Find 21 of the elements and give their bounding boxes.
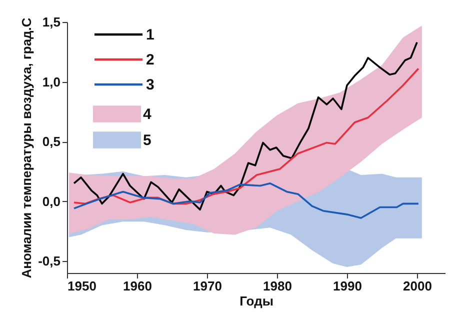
legend-label: 5 [143,132,152,149]
x-tick-label: 2000 [403,278,432,294]
line-series [73,41,418,211]
y-tick-label: 0,5 [42,134,60,150]
y-tick-label: 1,5 [42,14,60,30]
y-tick-label: -0,5 [38,254,60,269]
x-tick-label: 1960 [123,278,152,294]
x-tick-label: 1950 [68,278,96,294]
x-axis-title: Годы [240,294,274,308]
line-series [73,68,420,205]
y-tick-label: 1,0 [42,74,60,90]
line-series [73,182,420,219]
x-tick-label: 1980 [263,278,292,294]
x-tick-label: 1970 [193,278,222,294]
legend-label: 2 [146,52,154,68]
y-axis-title: Аномалии температуры воздуха, град.С [19,17,34,278]
legend-label: 3 [146,76,154,94]
legend-label: 4 [143,106,152,123]
y-tick-label: 0,0 [42,194,60,209]
legend-label: 1 [146,26,154,44]
x-tick-label: 1990 [333,278,362,294]
